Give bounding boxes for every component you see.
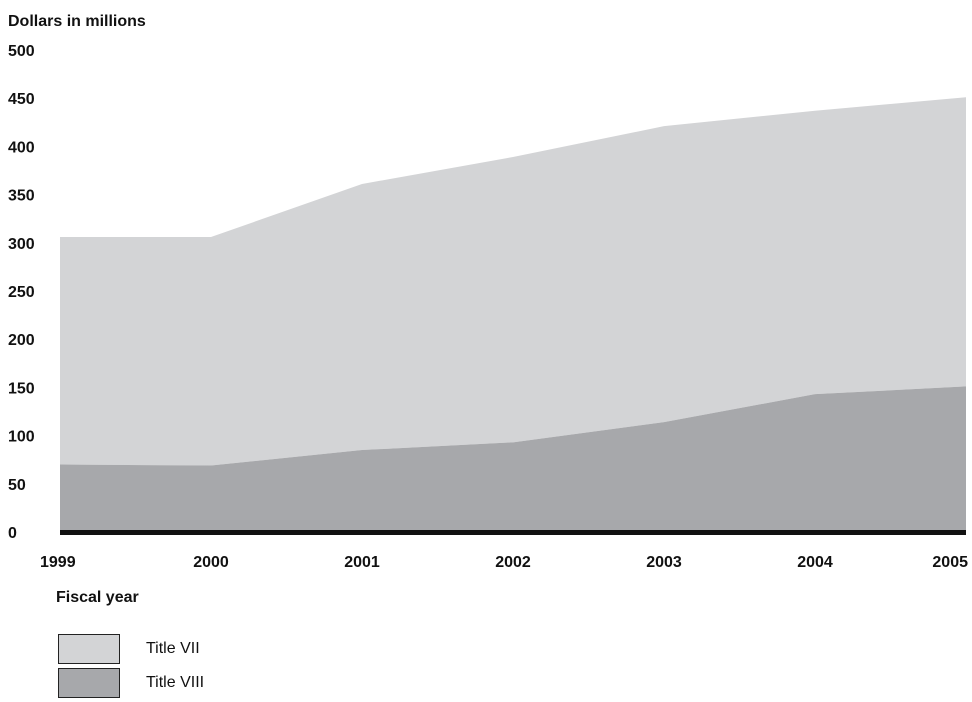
x-axis-ticks: 1999 2000 2001 2002 2003 2004 2005 <box>40 554 968 571</box>
x-axis-title: Fiscal year <box>56 589 139 606</box>
y-tick-label: 250 <box>8 284 35 301</box>
y-tick-label: 200 <box>8 332 35 349</box>
y-tick-label: 400 <box>8 139 35 156</box>
y-tick-label: 500 <box>8 43 35 60</box>
chart-areas <box>60 97 966 532</box>
y-tick-label: 350 <box>8 188 35 205</box>
legend-item-title-viii: Title VIII <box>58 666 204 700</box>
legend-swatch-title-viii <box>58 668 120 698</box>
area-title-vii <box>60 97 966 466</box>
chart: Dollars in millions 0 50 100 150 200 250 300 35… <box>8 13 968 606</box>
x-tick-label: 2003 <box>646 554 682 571</box>
y-tick-label: 300 <box>8 236 35 253</box>
y-axis-ticks: 0 50 100 150 200 250 300 350 400 450 500 <box>8 43 35 542</box>
area-title-viii <box>60 386 966 532</box>
y-tick-label: 150 <box>8 380 35 397</box>
y-axis-title: Dollars in millions <box>8 13 146 30</box>
y-tick-label: 100 <box>8 429 35 446</box>
x-tick-label: 2001 <box>344 554 380 571</box>
legend-label-title-vii: Title VII <box>146 640 200 657</box>
legend-swatch-title-vii <box>58 634 120 664</box>
x-tick-label: 2002 <box>495 554 531 571</box>
x-tick-label: 2004 <box>797 554 833 571</box>
legend: Title VII Title VIII <box>58 632 204 700</box>
y-tick-label: 450 <box>8 91 35 108</box>
x-axis-baseline <box>60 530 966 535</box>
y-tick-label: 0 <box>8 525 17 542</box>
x-tick-label: 2005 <box>932 554 968 571</box>
legend-item-title-vii: Title VII <box>58 632 204 666</box>
x-tick-label: 1999 <box>40 554 76 571</box>
y-tick-label: 50 <box>8 477 26 494</box>
legend-label-title-viii: Title VIII <box>146 674 205 691</box>
x-tick-label: 2000 <box>193 554 229 571</box>
